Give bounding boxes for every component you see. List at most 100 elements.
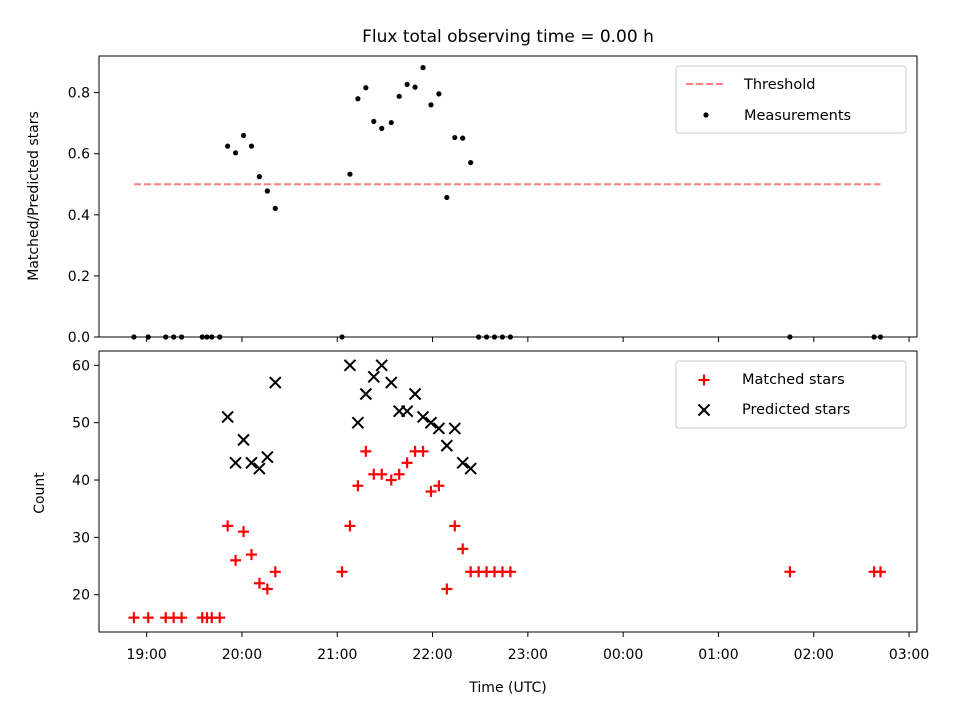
measurement-point bbox=[436, 91, 442, 97]
x-axis-label: Time (UTC) bbox=[468, 680, 546, 696]
bottom-y-axis-label: Count bbox=[32, 472, 48, 514]
predicted-star-point bbox=[253, 462, 266, 475]
matched-star-point bbox=[393, 468, 405, 480]
predicted-star-point bbox=[448, 422, 461, 435]
measurement-point bbox=[404, 81, 410, 88]
measurement-point bbox=[396, 93, 402, 99]
matched-star-point bbox=[336, 566, 348, 578]
ratio-panel: Flux total observing time = 0.00 h Match… bbox=[26, 27, 918, 346]
measurement-point bbox=[256, 174, 263, 180]
top-y-tick-label: 0.4 bbox=[68, 208, 90, 224]
predicted-star-point bbox=[229, 456, 242, 470]
bottom-x-ticks: 19:00 20:00 21:00 22:00 23:00 00:00 01:00 02:00… bbox=[126, 632, 929, 663]
matched-star-point bbox=[176, 612, 188, 624]
matched-star-point bbox=[360, 445, 372, 457]
matched-star-point bbox=[417, 445, 429, 457]
bottom-y-tick-label: 30 bbox=[72, 530, 90, 546]
measurement-point bbox=[468, 159, 474, 166]
top-y-tick-label: 0.6 bbox=[68, 147, 90, 163]
matched-star-point bbox=[344, 520, 356, 532]
predicted-star-point bbox=[351, 416, 365, 429]
legend-predicted-label: Predicted stars bbox=[742, 402, 850, 418]
bottom-y-tick-label: 50 bbox=[72, 416, 90, 432]
count-points bbox=[128, 359, 886, 624]
legend-plus-marker bbox=[698, 374, 710, 386]
x-tick-label: 00:00 bbox=[603, 647, 643, 663]
measurement-point bbox=[388, 119, 394, 126]
legend-threshold-label: Threshold bbox=[743, 77, 815, 93]
bottom-y-ticks: 20 30 40 50 60 bbox=[72, 358, 99, 604]
predicted-star-point bbox=[221, 410, 234, 424]
predicted-star-point bbox=[400, 405, 414, 418]
matched-star-point bbox=[269, 566, 281, 578]
matched-star-point bbox=[376, 468, 388, 480]
matched-star-point bbox=[401, 457, 413, 469]
measurement-point bbox=[225, 143, 231, 149]
matched-star-point bbox=[245, 549, 257, 561]
matched-star-point bbox=[504, 566, 516, 578]
top-x-ticks bbox=[146, 337, 910, 342]
measurement-point bbox=[355, 96, 361, 102]
predicted-star-point bbox=[359, 387, 373, 401]
matched-star-point bbox=[214, 612, 226, 624]
bottom-y-tick-label: 20 bbox=[72, 588, 90, 604]
measurement-point bbox=[428, 102, 434, 108]
predicted-star-point bbox=[269, 376, 282, 389]
matched-star-point bbox=[142, 612, 154, 624]
matched-star-point bbox=[425, 486, 437, 497]
x-tick-label: 02:00 bbox=[794, 647, 834, 663]
matched-star-point bbox=[253, 577, 265, 589]
measurement-point bbox=[272, 205, 278, 212]
predicted-star-point bbox=[385, 376, 398, 389]
predicted-star-point bbox=[408, 387, 422, 401]
predicted-star-point bbox=[375, 359, 388, 372]
predicted-star-point bbox=[367, 370, 380, 384]
legend-predicted-swatch bbox=[697, 403, 711, 417]
measurement-point bbox=[452, 134, 458, 141]
predicted-star-point bbox=[343, 359, 357, 372]
legend-measurements-swatch bbox=[703, 112, 709, 118]
measurement-point bbox=[363, 85, 369, 91]
legend-measurements-label: Measurements bbox=[744, 108, 851, 124]
matched-star-point bbox=[441, 583, 453, 595]
x-tick-label: 19:00 bbox=[126, 647, 166, 663]
measurement-point bbox=[232, 150, 239, 156]
bottom-legend: Matched stars Predicted stars bbox=[675, 360, 907, 429]
top-legend-box bbox=[675, 65, 907, 134]
measurement-point bbox=[379, 125, 385, 131]
measurement-point bbox=[460, 135, 466, 141]
measurement-point bbox=[371, 118, 377, 124]
top-y-tick-label: 0.2 bbox=[68, 269, 90, 285]
matched-star-point bbox=[230, 554, 242, 566]
predicted-star-point bbox=[456, 456, 469, 470]
x-tick-label: 22:00 bbox=[412, 647, 452, 663]
measurement-point bbox=[347, 171, 353, 177]
top-y-axis-label: Matched/Predicted stars bbox=[26, 111, 42, 281]
matched-star-point bbox=[433, 480, 445, 492]
bottom-y-tick-label: 40 bbox=[72, 473, 90, 489]
x-tick-label: 01:00 bbox=[698, 647, 738, 663]
chart-title: Flux total observing time = 0.00 h bbox=[362, 27, 654, 47]
top-y-ticks: 0.0 0.2 0.4 0.6 0.8 bbox=[68, 86, 99, 346]
legend-matched-swatch bbox=[698, 374, 710, 386]
bottom-legend-box bbox=[675, 360, 907, 429]
matched-star-point bbox=[222, 520, 234, 532]
matched-star-point bbox=[261, 583, 273, 595]
x-tick-label: 03:00 bbox=[889, 647, 929, 663]
legend-x-marker bbox=[697, 403, 711, 417]
predicted-star-point bbox=[432, 422, 446, 435]
matched-star-point bbox=[128, 612, 140, 624]
predicted-star-point bbox=[424, 416, 438, 429]
measurement-point bbox=[264, 188, 270, 194]
top-y-tick-label: 0.0 bbox=[68, 330, 90, 346]
measurement-point bbox=[248, 143, 255, 149]
predicted-star-point bbox=[416, 410, 430, 424]
predicted-star-point bbox=[261, 450, 274, 464]
measurement-point bbox=[444, 194, 450, 201]
x-tick-label: 20:00 bbox=[222, 647, 262, 663]
bottom-y-tick-label: 60 bbox=[72, 358, 90, 374]
x-tick-label: 21:00 bbox=[317, 647, 357, 663]
matched-star-point bbox=[784, 566, 796, 578]
top-y-tick-label: 0.8 bbox=[68, 86, 90, 102]
